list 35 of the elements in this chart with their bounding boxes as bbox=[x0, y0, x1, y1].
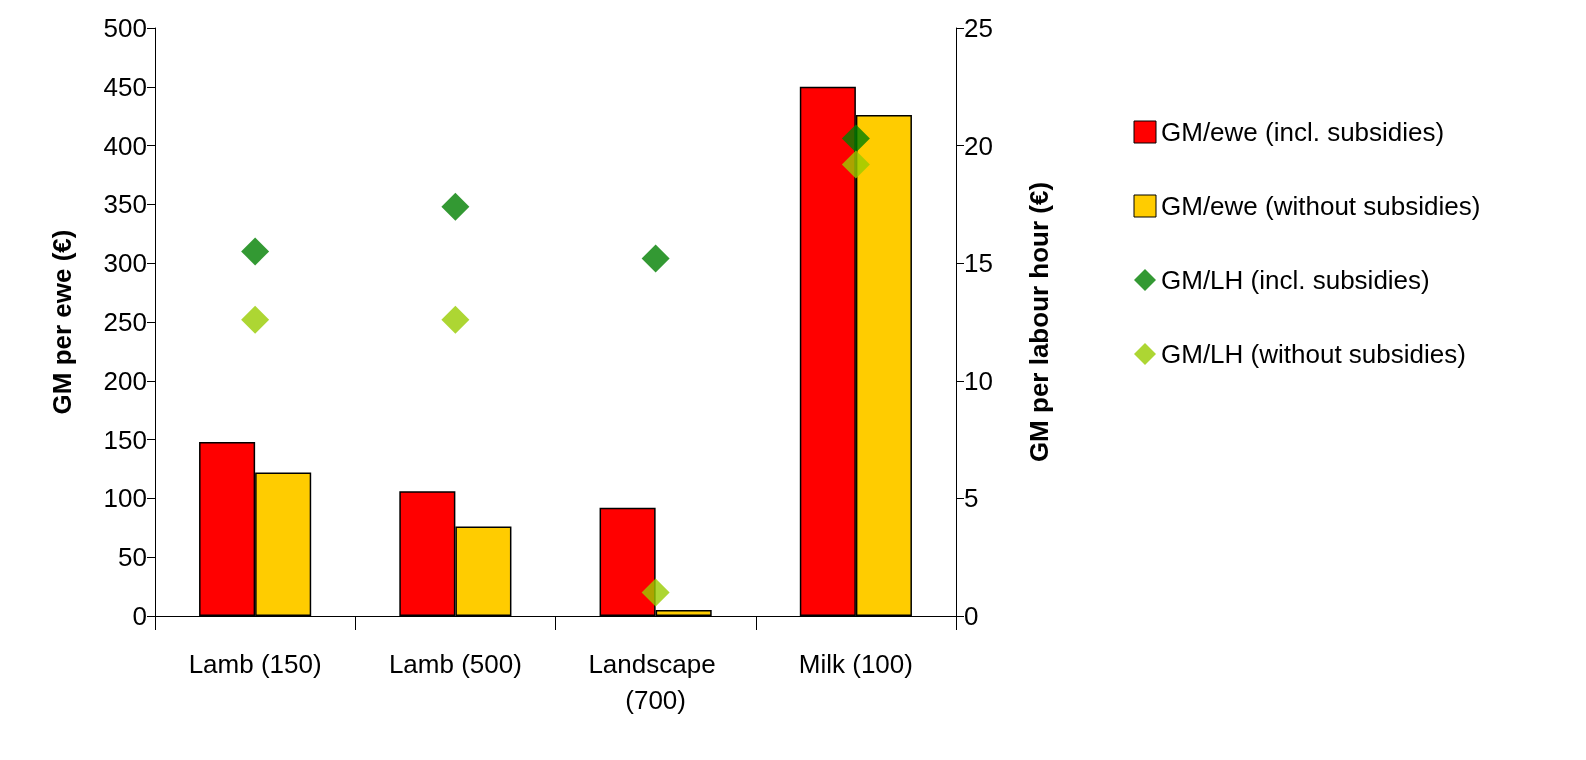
y2-tick-label: 20 bbox=[964, 130, 993, 161]
y2-tick-label: 25 bbox=[964, 13, 993, 43]
y2-tick-label: 15 bbox=[964, 248, 993, 279]
point bbox=[841, 150, 870, 179]
point bbox=[241, 305, 270, 334]
y-tick-label: 200 bbox=[103, 365, 147, 396]
point bbox=[441, 305, 470, 334]
legend-label: GM/ewe (incl. subsidies) bbox=[1161, 117, 1445, 147]
y2-tick-label: 10 bbox=[964, 365, 993, 396]
legend-label: GM/ewe (without subsidies) bbox=[1161, 191, 1481, 221]
y-tick-label: 450 bbox=[103, 71, 147, 102]
point bbox=[441, 192, 470, 221]
y2-axis-title: GM per labour hour (€) bbox=[1024, 181, 1054, 463]
y-tick-label: 100 bbox=[103, 483, 147, 514]
x-tick-label: Milk (100) bbox=[798, 649, 913, 679]
y-tick-label: 250 bbox=[103, 307, 147, 337]
point bbox=[641, 244, 670, 273]
y-tick-label: 50 bbox=[118, 542, 147, 573]
y-axis-title: GM per ewe (€) bbox=[47, 229, 77, 415]
legend-label: GM/LH (without subsidies) bbox=[1161, 339, 1466, 369]
point bbox=[241, 237, 270, 266]
legend-label: GM/LH (incl. subsidies) bbox=[1161, 265, 1430, 295]
y-tick-label: 350 bbox=[103, 189, 147, 220]
y-tick-label: 400 bbox=[103, 130, 147, 161]
y-tick-label: 150 bbox=[103, 424, 147, 455]
x-tick-label: Lamb (500) bbox=[388, 649, 522, 679]
point bbox=[841, 124, 870, 153]
point bbox=[641, 578, 670, 607]
x-tick-label: Landscape (700) bbox=[588, 649, 723, 715]
y-tick-label: 0 bbox=[132, 601, 147, 631]
y2-tick-label: 0 bbox=[964, 601, 979, 631]
y-tick-label: 300 bbox=[103, 248, 147, 279]
y2-tick-label: 5 bbox=[964, 483, 979, 514]
y-tick-label: 500 bbox=[103, 13, 147, 43]
x-tick-label: Lamb (150) bbox=[188, 649, 322, 679]
